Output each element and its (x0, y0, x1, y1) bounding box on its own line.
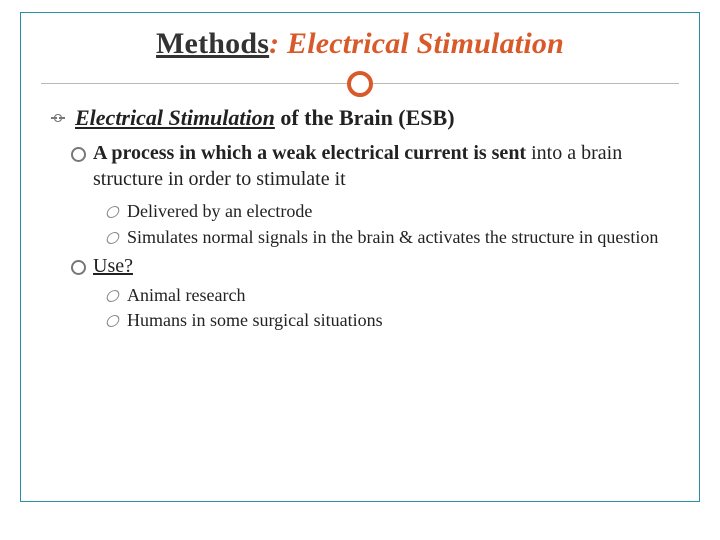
slide-title: Methods: Electrical Stimulation (41, 27, 679, 61)
use-animal: Animal research (107, 284, 671, 307)
title-divider (41, 69, 679, 99)
heading-rest: of the Brain (ESB) (275, 105, 455, 130)
point-use: Use? (71, 255, 671, 278)
use-humans: Humans in some surgical situations (107, 309, 671, 332)
subpoint-simulates: Simulates normal signals in the brain & … (107, 226, 671, 249)
point-process: A process in which a weak electrical cur… (71, 141, 671, 192)
title-underlined: Methods (156, 27, 269, 60)
point-process-bold: A process in which a weak electrical cur… (93, 142, 531, 164)
title-area: Methods: Electrical Stimulation (21, 13, 699, 99)
title-separator: : (269, 27, 287, 60)
use-label: Use? (93, 255, 133, 277)
content-area: Electrical Stimulation of the Brain (ESB… (21, 99, 699, 333)
accent-circle-icon (347, 71, 373, 97)
title-italic: Electrical Stimulation (287, 27, 564, 60)
heading-esb: Electrical Stimulation of the Brain (ESB… (49, 105, 671, 131)
heading-underlined-italic: Electrical Stimulation (75, 105, 275, 130)
subpoint-electrode: Delivered by an electrode (107, 200, 671, 223)
slide-frame: Methods: Electrical Stimulation Electric… (20, 12, 700, 502)
